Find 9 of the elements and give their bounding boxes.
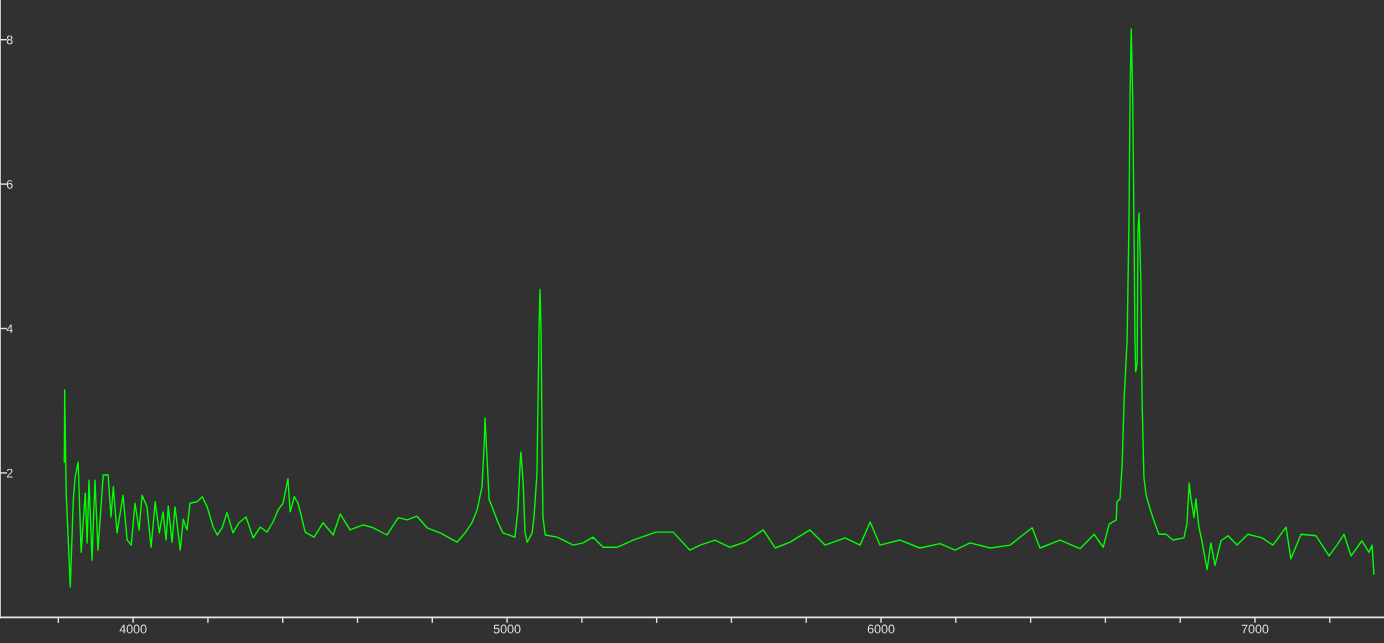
x-tick-label: 4000: [119, 624, 147, 634]
x-tick-label: 5000: [493, 624, 521, 634]
y-tick-label: 2: [6, 468, 13, 478]
y-tick-label: 6: [6, 179, 13, 189]
y-tick-label: 8: [6, 35, 13, 45]
y-tick-label: 4: [6, 324, 13, 334]
x-tick-label: 7000: [1241, 624, 1269, 634]
x-tick-label: 6000: [867, 624, 895, 634]
line-series: [63, 28, 1375, 588]
